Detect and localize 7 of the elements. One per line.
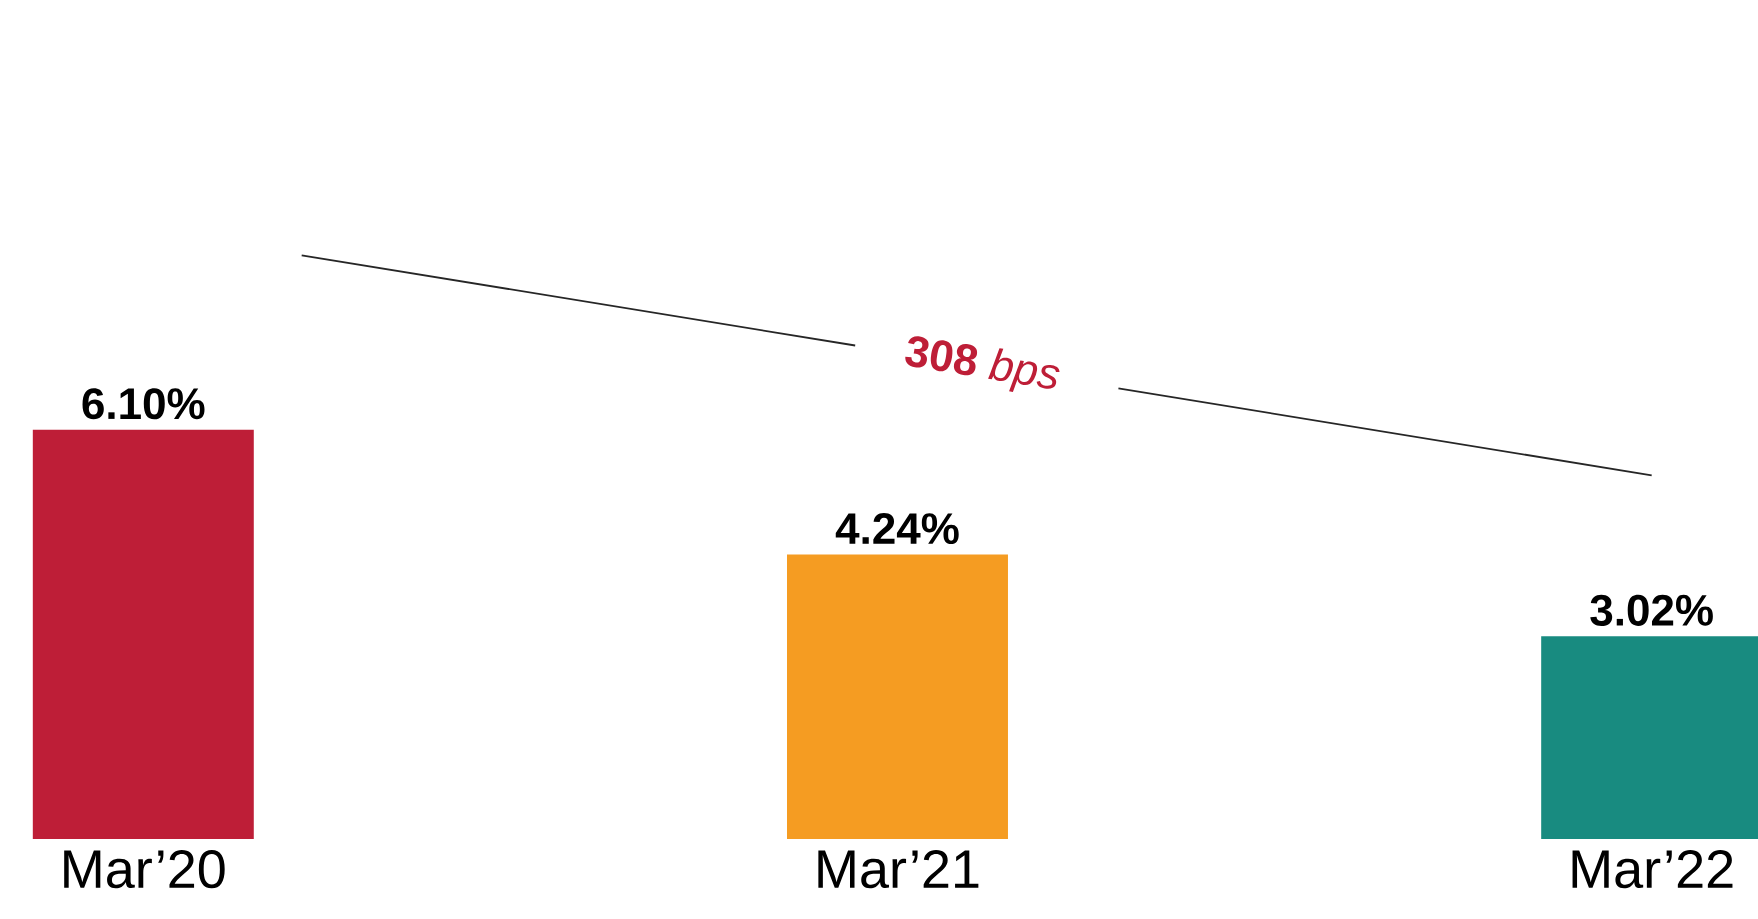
text: 308 bps xyxy=(905,336,1060,392)
x-tick-label: Mar’20 xyxy=(64,850,225,889)
x-tick-label: Mar’22 xyxy=(1572,850,1733,889)
data-label: 4.24% xyxy=(835,513,959,545)
data-label: 6.10% xyxy=(82,388,205,420)
data-label: 3.02% xyxy=(1590,594,1713,626)
x-tick-label: Mar’21 xyxy=(818,850,979,889)
